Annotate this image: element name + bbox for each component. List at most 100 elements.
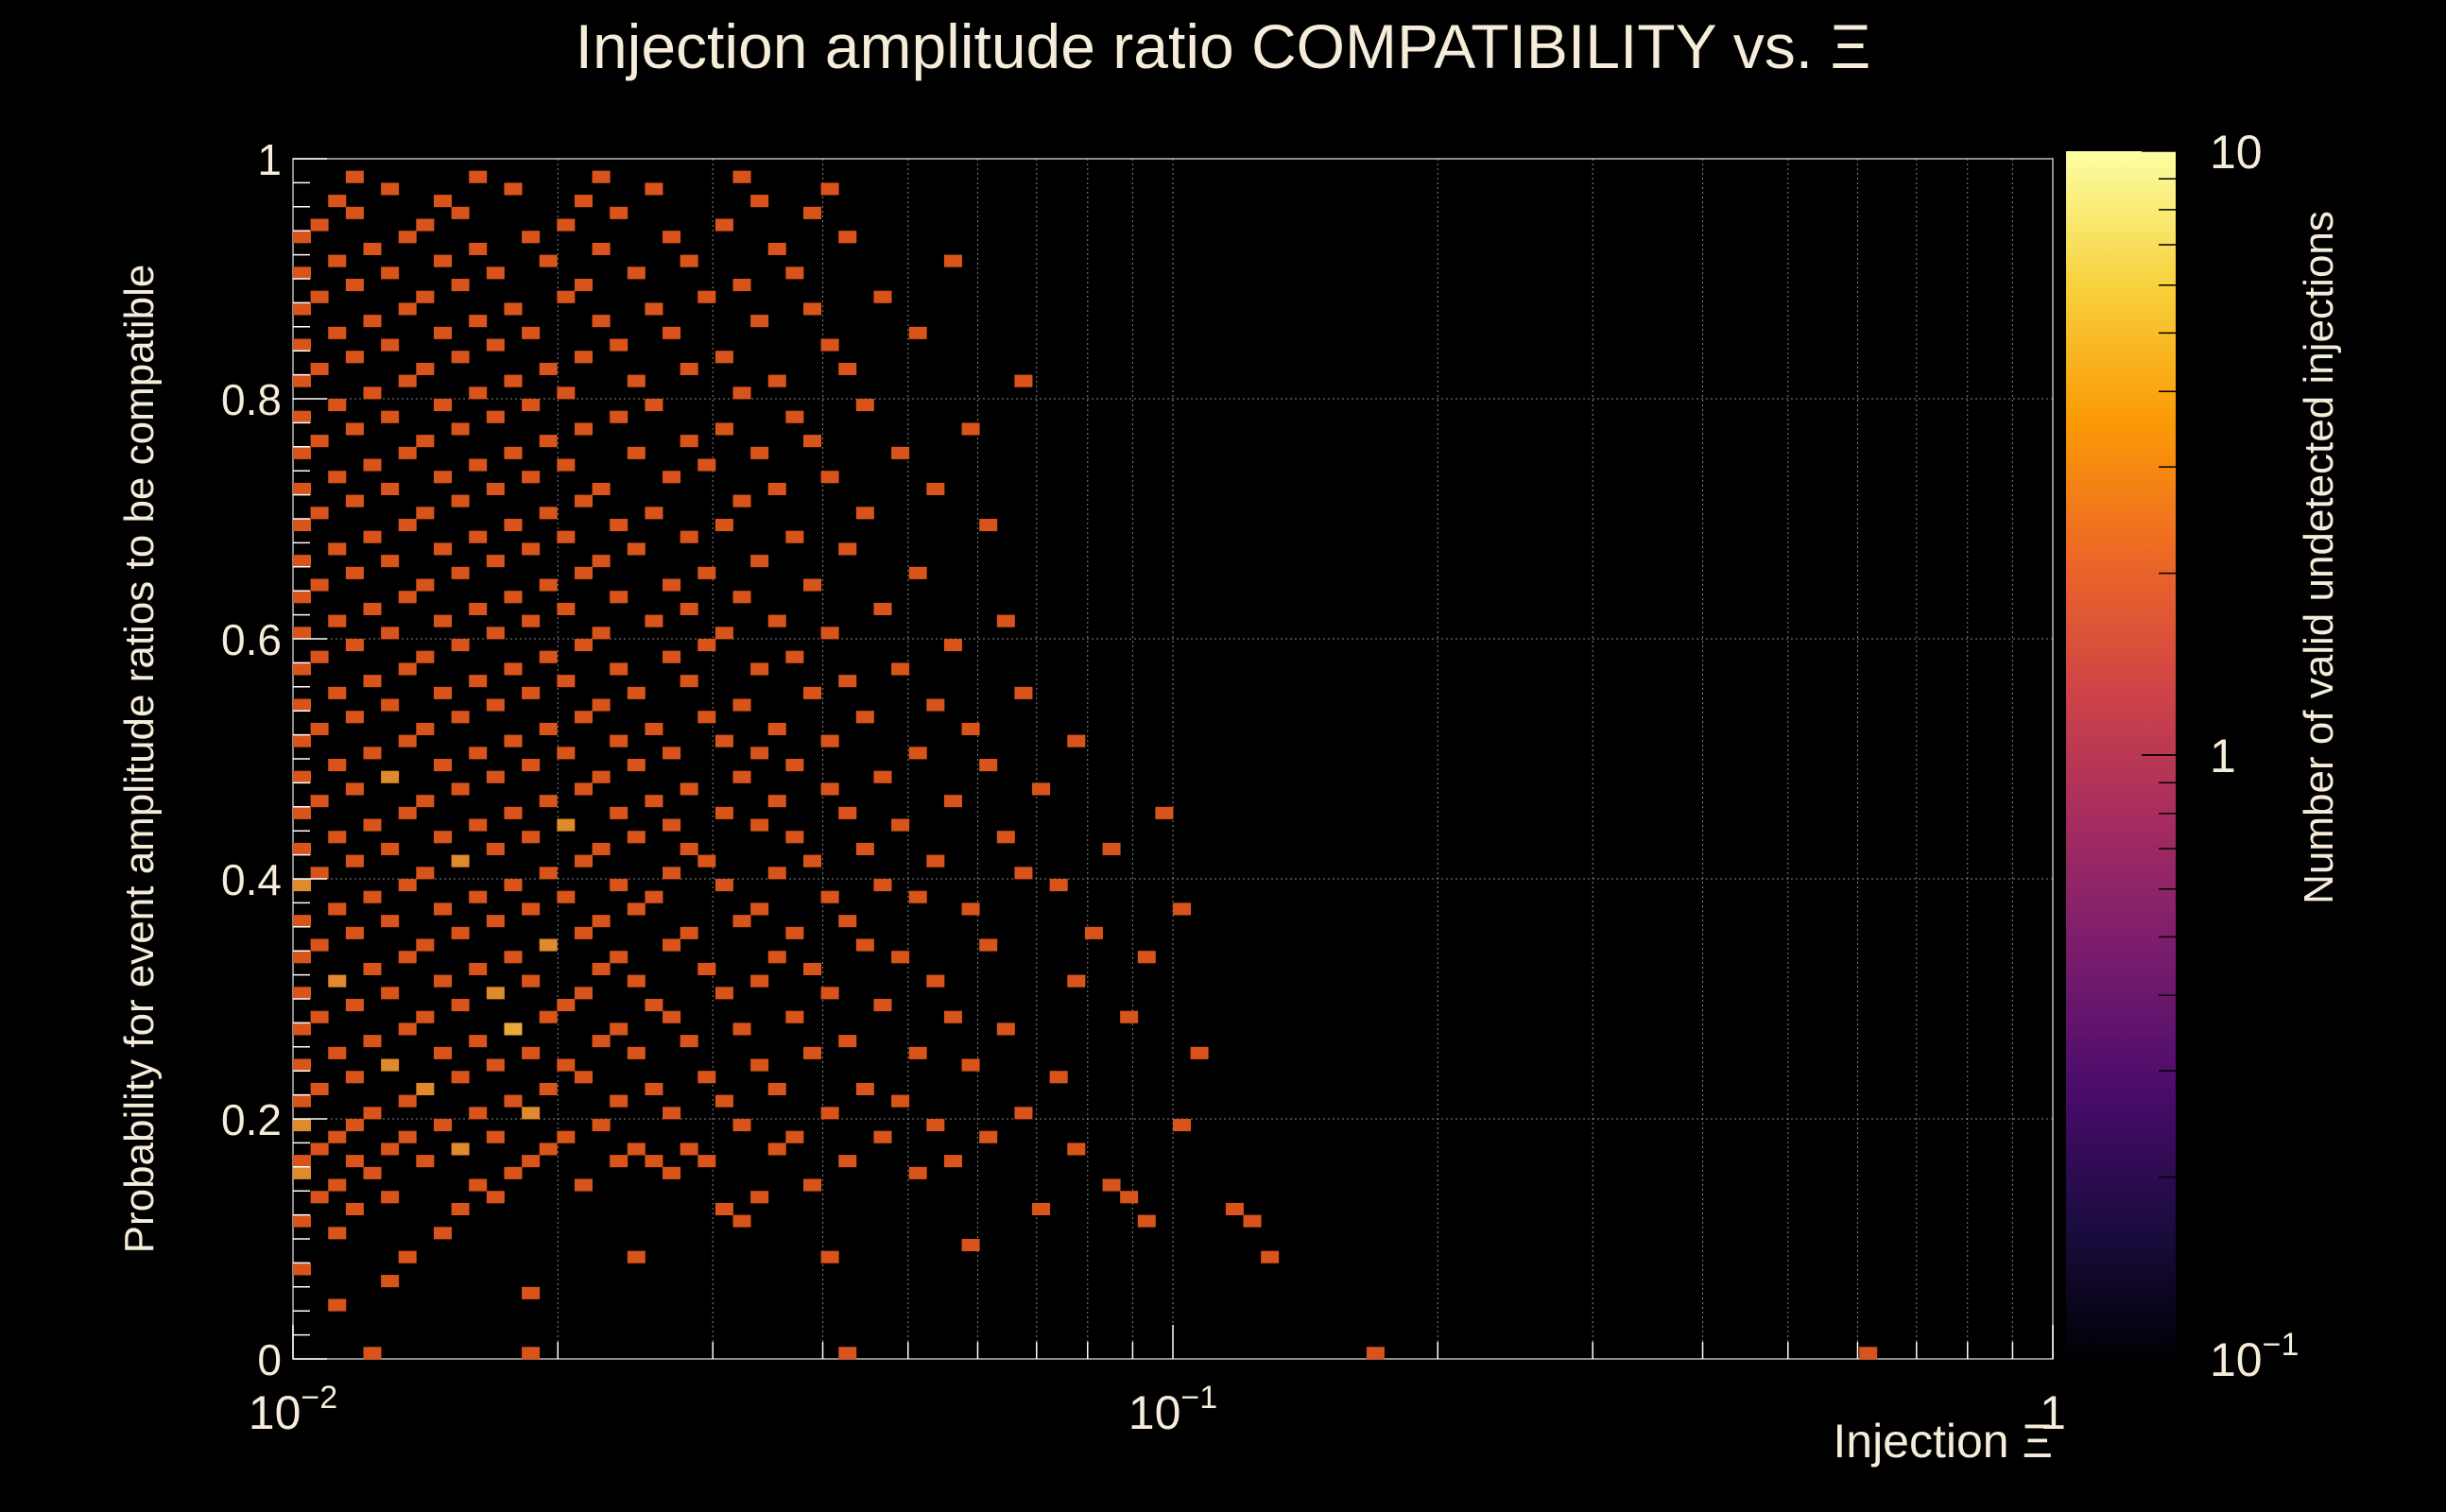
heatmap-cell: [820, 627, 839, 640]
heatmap-cell: [574, 854, 593, 868]
heatmap-cell: [398, 374, 417, 387]
heatmap-cell: [698, 854, 716, 868]
heatmap-cell: [293, 231, 312, 244]
heatmap-cell: [310, 795, 329, 808]
heatmap-cell: [451, 351, 470, 364]
heatmap-cell: [328, 831, 347, 844]
heatmap-cell: [451, 566, 470, 579]
y-tick-label: 0.4: [221, 855, 282, 904]
heatmap-cell: [873, 879, 892, 892]
plot-area: 10−2 10−1 1 0 0.2 0.4 0.6 0.8 1: [221, 135, 2066, 1439]
heatmap-cell: [398, 1250, 417, 1263]
heatmap-cell: [310, 435, 329, 448]
heatmap-cell: [310, 507, 329, 520]
heatmap-cell: [715, 806, 733, 819]
heatmap-cell: [293, 1119, 312, 1132]
heatmap-cell: [802, 962, 821, 975]
heatmap-cell: [802, 435, 821, 448]
heatmap-cell: [416, 1010, 435, 1023]
colorbar-tick-label: 10: [2210, 126, 2263, 179]
heatmap-cell: [328, 759, 347, 772]
heatmap-cell: [680, 602, 698, 615]
heatmap-cell: [310, 1010, 329, 1023]
heatmap-cell: [381, 410, 400, 423]
heatmap-cell: [698, 566, 716, 579]
heatmap-cell: [838, 231, 857, 244]
heatmap-cell: [961, 1058, 980, 1072]
heatmap-cell: [345, 999, 364, 1012]
heatmap-cell: [486, 1191, 505, 1204]
heatmap-cell: [504, 806, 523, 819]
heatmap-cell: [504, 1166, 523, 1179]
heatmap-cell: [345, 1202, 364, 1215]
heatmap-cell: [645, 890, 663, 903]
heatmap-cell: [592, 482, 611, 495]
heatmap-cell: [433, 831, 452, 844]
heatmap-cell: [451, 782, 470, 796]
heatmap-cell: [645, 1082, 663, 1095]
heatmap-cell: [328, 254, 347, 267]
heatmap-cell: [715, 1202, 733, 1215]
heatmap-cell: [926, 482, 945, 495]
heatmap-cell: [891, 446, 910, 459]
heatmap-cell: [522, 542, 541, 556]
heatmap-cell: [767, 867, 786, 880]
heatmap-cell: [433, 1046, 452, 1059]
heatmap-cell: [522, 1286, 541, 1299]
heatmap-cell: [469, 458, 488, 472]
heatmap-cell: [328, 326, 347, 339]
heatmap-cell: [433, 254, 452, 267]
heatmap-cell: [539, 507, 558, 520]
x-tick-label: 10−2: [249, 1380, 337, 1439]
grid-lines: [293, 159, 2053, 1359]
heatmap-cell: [820, 890, 839, 903]
heatmap-cell: [398, 806, 417, 819]
heatmap-cell: [767, 1143, 786, 1156]
heatmap-cell: [698, 290, 716, 303]
heatmap-cell: [1049, 879, 1068, 892]
heatmap-cell: [363, 890, 382, 903]
heatmap-cell: [522, 902, 541, 916]
heatmap-cell: [328, 1178, 347, 1192]
heatmap-cell: [363, 818, 382, 832]
heatmap-cell: [433, 1119, 452, 1132]
heatmap-cell: [820, 1107, 839, 1120]
heatmap-cell: [1366, 1347, 1385, 1360]
heatmap-cell: [293, 1058, 312, 1072]
heatmap-cell: [469, 962, 488, 975]
heatmap-cell: [416, 938, 435, 952]
heatmap-cell: [363, 1166, 382, 1179]
heatmap-cell: [680, 782, 698, 796]
heatmap-cell: [732, 494, 751, 507]
heatmap-cell: [574, 422, 593, 436]
heatmap-cell: [1120, 1010, 1139, 1023]
heatmap-cell: [486, 266, 505, 280]
heatmap-cell: [592, 1035, 611, 1048]
heatmap-cell: [820, 338, 839, 352]
heatmap-cell: [522, 399, 541, 412]
heatmap-cell: [732, 279, 751, 292]
heatmap-cell: [574, 711, 593, 724]
heatmap-cells: [293, 170, 1878, 1360]
heatmap-cell: [715, 519, 733, 532]
heatmap-cell: [469, 675, 488, 688]
heatmap-cell: [328, 1046, 347, 1059]
heatmap-cell: [293, 555, 312, 568]
heatmap-cell: [539, 650, 558, 663]
heatmap-cell: [345, 782, 364, 796]
heatmap-cell: [522, 471, 541, 484]
heatmap-cell: [363, 675, 382, 688]
heatmap-cell: [1261, 1250, 1280, 1263]
heatmap-cell: [750, 315, 769, 328]
heatmap-cell: [293, 1155, 312, 1168]
heatmap-cell: [1084, 926, 1103, 939]
heatmap-cell: [433, 902, 452, 916]
heatmap-cell: [293, 1022, 312, 1036]
heatmap-cell: [345, 206, 364, 219]
heatmap-cell: [310, 867, 329, 880]
heatmap-cell: [785, 530, 804, 543]
heatmap-cell: [663, 1107, 681, 1120]
heatmap-cell: [433, 471, 452, 484]
heatmap-cell: [469, 1178, 488, 1192]
heatmap-cell: [680, 926, 698, 939]
